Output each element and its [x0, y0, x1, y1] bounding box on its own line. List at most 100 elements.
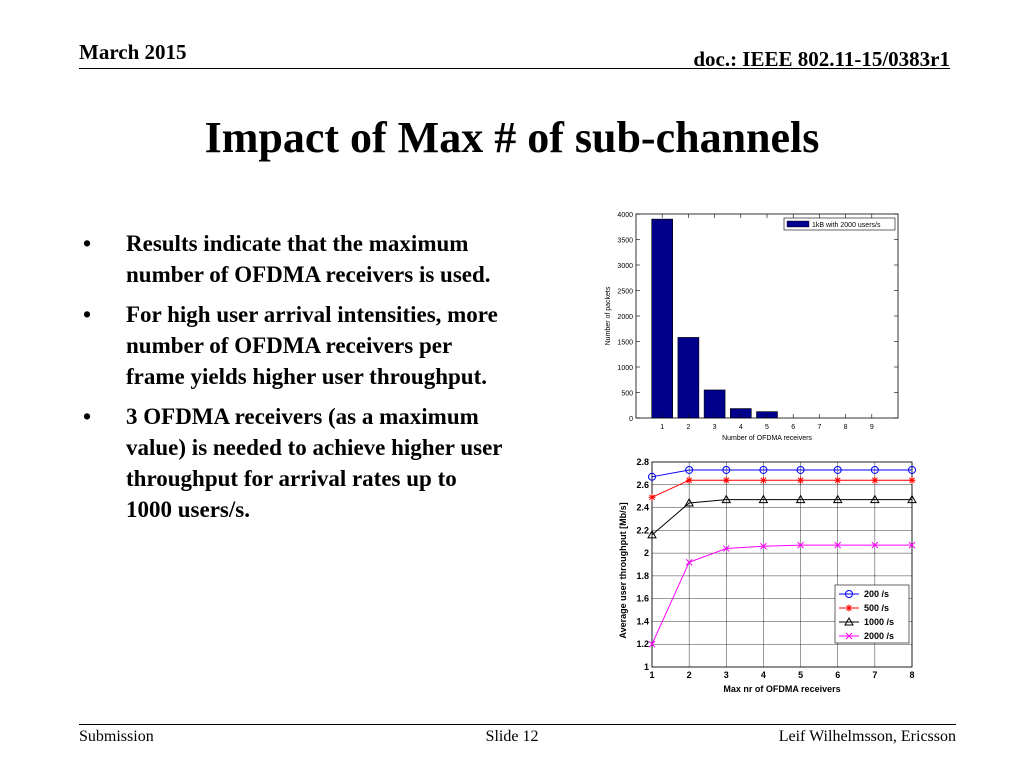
data-point: [759, 476, 767, 484]
x-tick-label: 5: [765, 424, 769, 431]
data-point: [797, 476, 805, 484]
legend-label: 1000 /s: [864, 617, 894, 627]
y-tick-label: 0: [629, 416, 633, 423]
bullet-text: Results indicate that the maximum number…: [126, 231, 491, 287]
data-point: [722, 476, 730, 484]
x-tick-label: 4: [739, 424, 743, 431]
y-tick-label: 2: [644, 548, 649, 558]
data-point: [648, 493, 656, 501]
data-point: [759, 465, 768, 474]
bar: [651, 218, 673, 419]
bar: [703, 389, 726, 419]
plot-area: [635, 213, 899, 419]
data-point: [722, 465, 731, 474]
data-point: [908, 476, 916, 484]
data-point: [870, 465, 879, 474]
data-point: [758, 494, 769, 504]
y-tick-label: 1000: [617, 365, 633, 372]
data-point: [722, 545, 730, 552]
legend-marker: [845, 604, 853, 612]
legend-label: 500 /s: [864, 603, 889, 613]
y-axis-label: Average user throughput [Mb/s]: [618, 502, 628, 638]
legend-label: 200 /s: [864, 589, 889, 599]
series-line: [651, 479, 912, 498]
footer-divider: [79, 724, 956, 725]
bullet-item: • For high user arrival intensities, more…: [83, 299, 503, 392]
y-tick-label: 500: [621, 391, 633, 398]
y-tick-label: 2.4: [636, 503, 649, 513]
data-point: [685, 558, 693, 566]
x-tick-label: 9: [870, 424, 874, 431]
x-tick-label: 2: [687, 670, 692, 680]
bullet-symbol: •: [83, 302, 92, 327]
data-point: [908, 465, 916, 474]
data-point: [869, 494, 880, 504]
y-tick-label: 2.2: [636, 525, 649, 535]
legend-marker: [845, 632, 853, 640]
y-tick-label: 2500: [617, 289, 633, 296]
y-tick-label: 2000: [617, 314, 633, 321]
slide-title: Impact of Max # of sub-channels: [204, 113, 820, 162]
footer-author: Leif Wilhelmsson, Ericsson: [778, 728, 956, 745]
footer-submission: Submission: [79, 728, 154, 745]
x-tick-label: 5: [798, 670, 803, 680]
header-doc-id: doc.: IEEE 802.11-15/0383r1: [693, 47, 950, 71]
data-point: [684, 497, 695, 507]
y-tick-label: 3500: [617, 238, 633, 245]
data-point: [796, 465, 805, 474]
x-tick-label: 1: [649, 670, 654, 680]
x-tick-label: 3: [724, 670, 729, 680]
data-point: [871, 476, 879, 484]
series-line: [651, 544, 912, 645]
data-point: [834, 476, 842, 484]
legend-box: [834, 584, 910, 644]
header-divider: [79, 68, 950, 69]
legend-box: [783, 217, 896, 231]
bullet-item: • Results indicate that the maximum numbe…: [83, 228, 503, 290]
y-tick-label: 4000: [617, 212, 633, 219]
x-tick-label: 8: [844, 424, 848, 431]
data-point: [647, 529, 657, 539]
y-tick-label: 1.8: [636, 571, 649, 581]
x-tick-label: 1: [660, 424, 664, 431]
x-tick-label: 7: [872, 670, 877, 680]
x-tick-label: 3: [713, 424, 717, 431]
bullet-symbol: •: [83, 404, 92, 429]
data-point: [908, 541, 916, 549]
throughput-line-chart: 1 1.2 1.4 1.6 1.8 2 2.2 2.4 2.6 2.8 1 2 3 4 5 6 7 8 Max nr…: [618, 457, 917, 694]
legend-marker: [845, 590, 853, 598]
data-point: [648, 472, 656, 481]
x-axis-label: Number of OFDMA receivers: [722, 435, 812, 442]
series-line: [651, 499, 912, 536]
y-tick-label: 1500: [617, 340, 633, 347]
bullet-item: • 3 OFDMA receivers (as a maximum value) …: [83, 401, 503, 525]
data-point: [721, 494, 732, 504]
bullet-text: 3 OFDMA receivers (as a maximum value) i…: [126, 404, 503, 522]
x-tick-label: 2: [686, 424, 690, 431]
legend-label: 2000 /s: [864, 631, 894, 641]
x-tick-label: 6: [791, 424, 795, 431]
data-point: [834, 541, 842, 549]
data-point: [907, 494, 917, 504]
bullet-list: • Results indicate that the maximum numbe…: [83, 228, 503, 534]
data-point: [685, 476, 693, 484]
x-tick-label: 7: [817, 424, 821, 431]
data-point: [833, 465, 842, 474]
y-tick-label: 1.2: [636, 639, 649, 649]
data-point: [871, 541, 879, 549]
data-point: [685, 465, 694, 474]
series-line: [651, 469, 912, 478]
x-axis-label: Max nr of OFDMA receivers: [723, 684, 840, 694]
x-tick-label: 6: [835, 670, 840, 680]
y-axis-label: Number of packets: [605, 286, 612, 345]
y-tick-label: 2.6: [636, 480, 649, 490]
y-tick-label: 2.8: [636, 457, 649, 467]
y-tick-label: 1.6: [636, 594, 649, 604]
bar: [677, 337, 700, 419]
data-point: [797, 541, 804, 549]
footer-slide-number: Slide 12: [485, 728, 539, 745]
legend-label: 1kB with 2000 users/s: [812, 222, 881, 229]
bullet-text: For high user arrival intensities, more …: [126, 302, 498, 389]
data-point: [648, 640, 656, 648]
legend-marker: [844, 616, 854, 626]
